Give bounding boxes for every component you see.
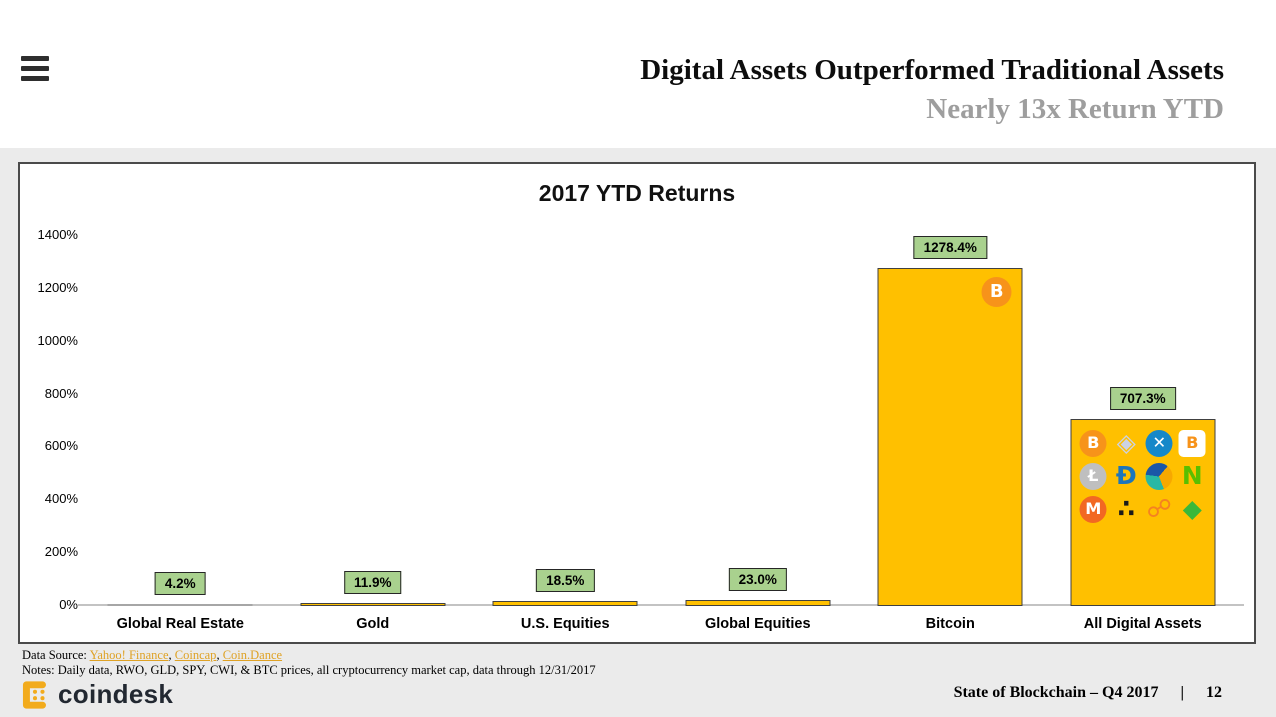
bitcoin-cash-icon: B: [1178, 430, 1206, 458]
hamburger-menu-icon[interactable]: [21, 56, 49, 83]
page-number: 12: [1206, 684, 1222, 701]
bitcoin-icon: B: [1079, 430, 1107, 458]
category-label: U.S. Equities: [520, 616, 610, 632]
y-tick-label: 1400%: [37, 227, 78, 242]
category-label: All Digital Assets: [1083, 616, 1202, 632]
y-tick-label: 1000%: [37, 332, 78, 348]
bar-column: 23.0% Global Equities: [662, 164, 855, 632]
nem-icon: [1145, 463, 1173, 491]
bar-global-equities: [685, 599, 831, 606]
ethereum-classic-icon: ◆: [1182, 494, 1202, 524]
share-network-icon: ☍: [1146, 494, 1172, 524]
bar-column: 11.9% Gold: [277, 164, 470, 632]
value-label: 11.9%: [343, 570, 402, 594]
category-label: Global Equities: [704, 616, 811, 632]
ethereum-icon: ◈: [1116, 428, 1136, 458]
y-tick-label: 1200%: [37, 279, 78, 295]
value-label: 707.3%: [1109, 387, 1176, 411]
x-axis-line: [78, 604, 1244, 606]
bar-u-s-equities: [492, 601, 638, 606]
bitcoin-icon: B: [981, 277, 1012, 308]
y-tick-label: 800%: [44, 385, 78, 401]
category-label: Gold: [356, 616, 390, 632]
slide-subtitle: Nearly 13x Return YTD: [926, 93, 1224, 125]
chart-area: 2017 YTD Returns 0% 200% 400% 600% 800% 1000%…: [18, 162, 1256, 644]
y-tick-label: 600%: [44, 438, 78, 454]
report-title: State of Blockchain – Q4 2017: [953, 684, 1159, 701]
value-label: 4.2%: [154, 571, 206, 595]
y-tick-label: 400%: [44, 491, 78, 507]
data-source-line: Data Source: Yahoo! Finance, Coincap, Co…: [22, 648, 283, 662]
footer-separator: |: [1180, 684, 1184, 701]
coindesk-wordmark: coindesk: [58, 679, 174, 709]
coindesk-logo: coindesk: [20, 679, 173, 710]
y-tick-label: 0%: [59, 597, 78, 612]
source-link-coincap[interactable]: Coincap: [174, 648, 217, 662]
iota-icon: ∴: [1117, 494, 1135, 524]
monero-icon: M: [1079, 496, 1107, 524]
dash-icon: Đ: [1115, 461, 1137, 491]
source-link-coin-dance[interactable]: Coin.Dance: [222, 648, 283, 662]
source-link-yahoo-finance[interactable]: Yahoo! Finance: [89, 648, 169, 662]
notes-line: Notes: Daily data, RWO, GLD, SPY, CWI, &…: [22, 663, 596, 677]
coindesk-logo-icon: [22, 680, 46, 709]
chart-title: 2017 YTD Returns: [538, 180, 736, 206]
crypto-icon-grid: B ◈ ✕ B Ł Đ N M ∴ ☍ ◆: [1077, 428, 1209, 524]
litecoin-icon: Ł: [1079, 463, 1107, 491]
y-tick-label: 200%: [44, 544, 78, 560]
bar-column: B ◈ ✕ B Ł Đ N M ∴ ☍ ◆ 707.3% All Digital Assets: [1047, 164, 1240, 632]
value-label: 23.0%: [728, 567, 787, 591]
bar-column: 4.2% Global Real Estate: [84, 164, 277, 632]
bar-all-digital-assets: B ◈ ✕ B Ł Đ N M ∴ ☍ ◆: [1070, 419, 1216, 606]
category-label: Global Real Estate: [116, 616, 244, 632]
neo-icon: N: [1181, 461, 1203, 491]
header: Digital Assets Outperformed Traditional …: [0, 0, 1276, 148]
ripple-icon: ✕: [1145, 430, 1173, 458]
bar-column: 18.5% U.S. Equities: [469, 164, 662, 632]
category-label: Bitcoin: [925, 616, 975, 632]
data-source-label: Data Source:: [22, 648, 90, 662]
slide-footer-page-info: State of Blockchain – Q4 2017 | 12: [954, 684, 1222, 702]
bar-global-real-estate: [107, 603, 253, 606]
slide-title: Digital Assets Outperformed Traditional …: [640, 54, 1224, 86]
value-label: 1278.4%: [913, 236, 987, 260]
bar-gold: [300, 602, 446, 606]
bar-bitcoin: B: [877, 268, 1023, 606]
value-label: 18.5%: [536, 569, 595, 593]
bar-column: B 1278.4% Bitcoin: [854, 164, 1047, 632]
